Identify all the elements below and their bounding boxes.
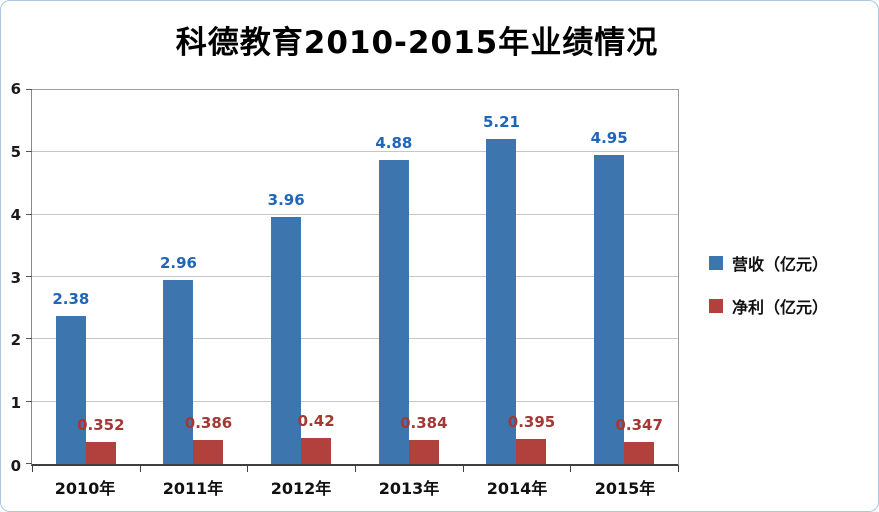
- net-profit-bar: [624, 442, 655, 464]
- revenue-bar: [55, 315, 86, 464]
- bar-column: 0.42: [298, 90, 335, 464]
- net-profit-bar: [193, 439, 224, 464]
- bar-group: 5.21 0.395: [463, 90, 571, 464]
- y-tick-mark: [26, 276, 32, 277]
- gridline: [32, 213, 678, 215]
- legend-swatch: [709, 256, 723, 270]
- revenue-bar: [378, 159, 409, 464]
- revenue-bar: [271, 217, 302, 464]
- bar-column: 0.384: [400, 90, 448, 464]
- net-profit-value-label: 0.42: [297, 411, 335, 430]
- y-tick-mark: [26, 151, 32, 153]
- bar-column: 4.95: [591, 90, 628, 464]
- x-axis: 2010年 2011年 2012年 2013年 2014年 2015年: [31, 475, 679, 499]
- y-tick-label: 4: [10, 205, 21, 224]
- bar-column: 5.21: [483, 90, 520, 464]
- y-tick-label: 2: [10, 331, 21, 350]
- gridline: [32, 151, 678, 153]
- y-tick-mark: [26, 463, 32, 464]
- revenue-value-label: 2.96: [159, 253, 197, 272]
- net-profit-bar: [516, 439, 547, 464]
- net-profit-value-label: 0.386: [184, 413, 233, 432]
- net-profit-value-label: 0.347: [615, 416, 663, 435]
- gridline: [32, 400, 678, 402]
- x-axis-label: 2013年: [378, 479, 440, 498]
- bar-column: 0.352: [77, 90, 125, 464]
- bar-column: 3.96: [268, 90, 305, 464]
- x-tick-mark: [139, 466, 141, 472]
- y-tick-label: 0: [10, 457, 21, 475]
- revenue-value-label: 4.88: [375, 133, 413, 152]
- x-tick-mark: [247, 466, 249, 472]
- legend-swatch: [709, 299, 723, 313]
- bar-column: 0.347: [615, 90, 663, 464]
- y-tick-mark: [26, 89, 32, 90]
- revenue-bar: [486, 139, 517, 464]
- revenue-bar: [163, 279, 194, 464]
- bar-column: 4.88: [375, 90, 412, 464]
- y-tick-mark: [26, 400, 32, 402]
- legend-item: 净利（亿元）: [709, 294, 828, 318]
- bar-group: 4.95 0.347: [570, 90, 678, 464]
- x-tick-mark: [355, 466, 356, 472]
- x-tick-mark: [32, 466, 33, 472]
- x-tick-mark: [462, 466, 464, 472]
- x-axis-label: 2010年: [54, 479, 116, 498]
- legend-label: 净利（亿元）: [732, 298, 829, 317]
- bar-group: 3.96 0.42: [247, 90, 355, 464]
- y-tick-mark: [26, 338, 32, 340]
- bar-column: 0.386: [185, 90, 232, 464]
- bar-group: 4.88 0.384: [355, 90, 463, 464]
- bar-column: 0.395: [508, 90, 555, 464]
- gridline: [32, 276, 678, 277]
- bar-column: 2.38: [52, 90, 89, 464]
- revenue-value-label: 2.38: [52, 289, 90, 308]
- revenue-value-label: 5.21: [482, 113, 520, 132]
- y-tick-mark: [26, 213, 32, 215]
- x-axis-label: 2015年: [594, 479, 656, 498]
- revenue-value-label: 4.95: [590, 129, 628, 148]
- net-profit-bar: [301, 437, 332, 464]
- x-axis-label: 2011年: [162, 479, 224, 498]
- revenue-value-label: 3.96: [267, 191, 305, 210]
- net-profit-value-label: 0.352: [77, 416, 125, 435]
- legend-item: 营收（亿元）: [709, 251, 828, 275]
- net-profit-value-label: 0.384: [400, 414, 448, 433]
- legend-label: 营收（亿元）: [732, 255, 829, 274]
- plot-area: 2.38 0.352 2.96 0.386 3.96 0.42 4.88 0.384 5.21 0…: [26, 89, 679, 472]
- net-profit-bar: [85, 442, 116, 464]
- x-tick-mark: [678, 466, 679, 472]
- y-tick-label: 6: [10, 80, 21, 98]
- bar-group: 2.38 0.352: [32, 90, 140, 464]
- bar-column: 2.96: [160, 90, 197, 464]
- x-tick-mark: [570, 466, 572, 472]
- net-profit-value-label: 0.395: [507, 413, 556, 432]
- y-tick-label: 3: [10, 268, 21, 287]
- revenue-bar: [594, 155, 625, 464]
- chart-title: 科德教育2010-2015年业绩情况: [175, 25, 659, 61]
- legend: 营收（亿元） 净利（亿元）: [709, 251, 828, 318]
- y-axis: 0 1 2 3 4 5 6: [1, 80, 26, 475]
- y-tick-label: 1: [10, 394, 21, 413]
- x-axis-label: 2014年: [486, 479, 548, 498]
- y-tick-label: 5: [10, 142, 21, 161]
- net-profit-bar: [408, 440, 439, 464]
- gridline: [32, 338, 678, 340]
- x-axis-label: 2012年: [270, 479, 332, 498]
- bar-group: 2.96 0.386: [140, 90, 248, 464]
